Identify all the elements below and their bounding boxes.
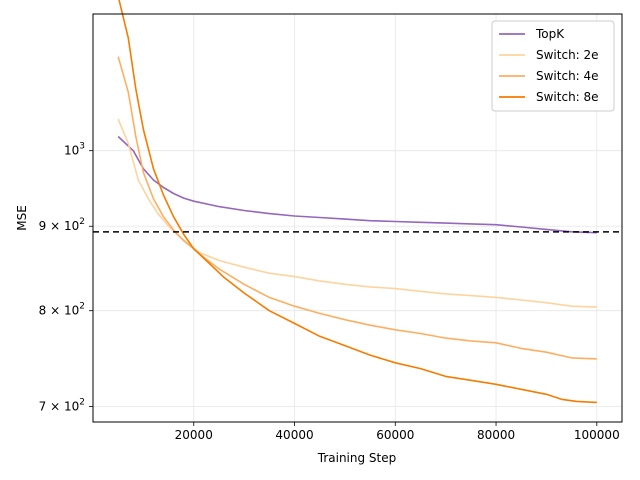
plot-frame bbox=[92, 13, 623, 423]
series-line-switch-2e bbox=[117, 118, 597, 308]
y-axis-ticks: 7 × 102 8 × 102 9 × 102 103 bbox=[39, 142, 93, 413]
series-line-switch-4e bbox=[117, 56, 597, 360]
plot-series bbox=[117, 0, 597, 404]
y-tick-label: 103 bbox=[64, 142, 85, 158]
y-axis-label: MSE bbox=[15, 205, 29, 231]
y-tick-label: 8 × 102 bbox=[39, 302, 85, 318]
x-tick-label: 40000 bbox=[275, 428, 313, 442]
legend-entry-label: Switch: 8e bbox=[536, 90, 599, 104]
x-tick-label: 60000 bbox=[376, 428, 414, 442]
x-tick-label: 80000 bbox=[477, 428, 515, 442]
x-axis-label: Training Step bbox=[317, 451, 397, 465]
legend-box bbox=[491, 20, 615, 112]
legend: TopK Switch: 2e Switch: 4e Switch: 8e bbox=[491, 20, 615, 112]
series-line-switch-8e bbox=[118, 0, 597, 404]
x-tick-label: 20000 bbox=[175, 428, 213, 442]
y-tick-label: 9 × 102 bbox=[39, 217, 85, 233]
legend-entry-label: Switch: 4e bbox=[536, 69, 599, 83]
legend-entry-label: Switch: 2e bbox=[536, 48, 599, 62]
legend-entry-label: TopK bbox=[535, 27, 565, 41]
x-axis-ticks: 20000 40000 60000 80000 100000 bbox=[175, 422, 620, 442]
y-tick-label: 7 × 102 bbox=[39, 397, 85, 413]
series-line-topk bbox=[117, 135, 597, 234]
x-tick-label: 100000 bbox=[574, 428, 620, 442]
